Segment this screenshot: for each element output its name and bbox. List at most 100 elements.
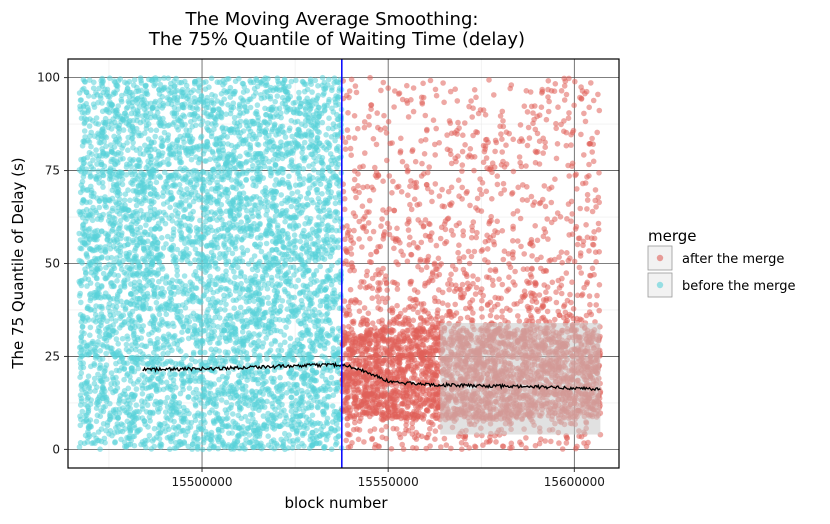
data-point-before-merge — [244, 337, 251, 344]
data-point-before-merge — [185, 394, 191, 400]
data-point-before-merge — [280, 227, 286, 234]
data-point-before-merge — [77, 356, 83, 363]
data-point-before-merge — [123, 105, 130, 112]
data-point-before-merge — [170, 424, 177, 431]
data-point-before-merge — [139, 238, 146, 244]
data-point-before-merge — [288, 203, 295, 210]
data-point-before-merge — [133, 289, 139, 295]
data-point-before-merge — [295, 277, 302, 284]
data-point-before-merge — [277, 413, 283, 419]
data-point-before-merge — [129, 103, 135, 109]
data-point-before-merge — [197, 217, 203, 224]
data-point-before-merge — [215, 426, 222, 433]
data-point-before-merge — [124, 372, 130, 378]
data-point-before-merge — [153, 127, 160, 134]
data-point-before-merge — [231, 305, 237, 312]
data-point-before-merge — [181, 273, 188, 279]
data-point-before-merge — [223, 111, 229, 117]
data-point-before-merge — [331, 412, 337, 418]
data-point-before-merge — [222, 307, 228, 313]
data-point-before-merge — [305, 115, 312, 121]
data-point-before-merge — [232, 258, 238, 264]
data-point-before-merge — [328, 374, 335, 381]
data-point-before-merge — [167, 204, 173, 211]
data-point-before-merge — [125, 435, 132, 442]
data-point-before-merge — [290, 441, 297, 447]
data-point-before-merge — [258, 445, 265, 452]
data-point-before-merge — [165, 331, 172, 338]
data-point-before-merge — [164, 385, 170, 391]
data-point-before-merge — [213, 135, 220, 142]
data-point-before-merge — [245, 355, 251, 362]
data-point-before-merge — [234, 170, 240, 177]
data-point-before-merge — [291, 272, 297, 278]
data-point-before-merge — [127, 197, 133, 204]
data-point-before-merge — [146, 331, 152, 338]
data-point-before-merge — [84, 154, 91, 161]
data-point-before-merge — [281, 286, 288, 293]
data-point-before-merge — [285, 278, 292, 285]
data-point-before-merge — [175, 315, 182, 321]
data-point-before-merge — [131, 77, 138, 83]
data-point-before-merge — [331, 75, 338, 81]
data-point-before-merge — [183, 246, 190, 252]
data-point-before-merge — [293, 77, 299, 84]
data-point-before-merge — [188, 89, 194, 96]
data-point-before-merge — [331, 287, 337, 293]
data-point-before-merge — [230, 100, 237, 106]
data-point-before-merge — [271, 367, 278, 374]
data-point-before-merge — [226, 331, 233, 337]
data-point-before-merge — [200, 182, 206, 189]
data-point-before-merge — [97, 446, 103, 453]
data-point-before-merge — [170, 176, 177, 183]
data-point-before-merge — [256, 354, 263, 360]
data-point-before-merge — [79, 87, 86, 93]
data-point-before-merge — [292, 119, 298, 125]
data-point-before-merge — [199, 446, 206, 453]
data-point-before-merge — [315, 201, 321, 208]
data-point-before-merge — [186, 385, 193, 391]
data-point-before-merge — [210, 322, 217, 329]
data-point-before-merge — [293, 198, 300, 205]
data-point-before-merge — [276, 352, 283, 359]
data-point-before-merge — [106, 211, 112, 217]
data-point-before-merge — [181, 214, 187, 220]
data-point-before-merge — [238, 219, 244, 225]
data-point-before-merge — [254, 174, 260, 181]
data-point-before-merge — [79, 109, 86, 116]
data-point-before-merge — [191, 116, 198, 123]
data-point-before-merge — [315, 113, 322, 120]
data-point-before-merge — [224, 171, 230, 178]
data-point-before-merge — [79, 260, 85, 266]
data-point-before-merge — [219, 217, 225, 223]
data-point-before-merge — [321, 410, 328, 417]
data-point-before-merge — [265, 280, 272, 287]
data-point-before-merge — [198, 413, 204, 419]
data-point-before-merge — [313, 222, 320, 228]
data-point-before-merge — [332, 441, 339, 448]
data-point-before-merge — [282, 418, 288, 425]
data-point-before-merge — [111, 430, 118, 436]
data-point-before-merge — [288, 394, 295, 401]
data-point-before-merge — [258, 248, 265, 255]
data-point-before-merge — [281, 77, 288, 84]
data-point-before-merge — [135, 88, 142, 94]
data-point-before-merge — [289, 356, 296, 363]
data-point-before-merge — [276, 145, 283, 152]
data-point-before-merge — [264, 398, 270, 405]
data-point-before-merge — [139, 180, 145, 186]
data-point-before-merge — [198, 92, 205, 99]
data-point-before-merge — [203, 243, 210, 250]
data-point-before-merge — [135, 218, 141, 225]
data-point-before-merge — [238, 360, 244, 366]
data-point-before-merge — [135, 365, 142, 372]
data-point-before-merge — [207, 380, 214, 387]
data-point-before-merge — [302, 122, 309, 129]
data-point-before-merge — [184, 407, 190, 414]
data-point-before-merge — [243, 176, 249, 183]
data-point-before-merge — [152, 401, 158, 408]
data-point-before-merge — [147, 384, 154, 390]
data-point-before-merge — [225, 443, 231, 450]
data-point-before-merge — [160, 245, 167, 251]
data-point-before-merge — [154, 155, 160, 162]
